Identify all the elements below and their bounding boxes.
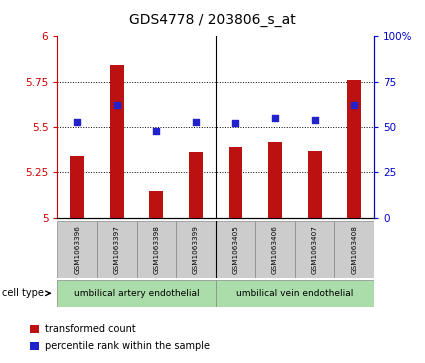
Bar [347, 80, 361, 218]
Text: umbilical vein endothelial: umbilical vein endothelial [236, 289, 354, 298]
Point [113, 102, 120, 108]
Bar [176, 221, 215, 278]
Point [74, 119, 81, 125]
Text: GSM1063406: GSM1063406 [272, 225, 278, 274]
Text: GSM1063398: GSM1063398 [153, 225, 159, 274]
Bar [215, 221, 255, 278]
Bar [229, 147, 242, 218]
Text: umbilical artery endothelial: umbilical artery endothelial [74, 289, 199, 298]
Text: GDS4778 / 203806_s_at: GDS4778 / 203806_s_at [129, 13, 296, 27]
Bar [70, 156, 84, 218]
Text: percentile rank within the sample: percentile rank within the sample [45, 340, 210, 351]
Bar [57, 280, 215, 307]
Bar [57, 221, 97, 278]
Bar [215, 280, 374, 307]
Bar [334, 221, 374, 278]
Bar [136, 221, 176, 278]
Text: GSM1063407: GSM1063407 [312, 225, 317, 274]
Text: GSM1063408: GSM1063408 [351, 225, 357, 274]
Point [193, 119, 199, 125]
Text: GSM1063399: GSM1063399 [193, 225, 199, 274]
Text: transformed count: transformed count [45, 323, 136, 334]
Text: GSM1063397: GSM1063397 [114, 225, 120, 274]
Text: cell type: cell type [2, 288, 44, 298]
Bar [150, 191, 163, 218]
Text: GSM1063396: GSM1063396 [74, 225, 80, 274]
Point [351, 102, 357, 108]
Point [311, 117, 318, 123]
Bar [255, 221, 295, 278]
Bar [268, 142, 282, 218]
Text: GSM1063405: GSM1063405 [232, 225, 238, 274]
Point [153, 128, 160, 134]
Bar [308, 151, 322, 218]
Bar [97, 221, 136, 278]
Bar [295, 221, 334, 278]
Bar [189, 152, 203, 218]
Point [232, 121, 239, 126]
Point [272, 115, 278, 121]
Bar [110, 65, 124, 218]
